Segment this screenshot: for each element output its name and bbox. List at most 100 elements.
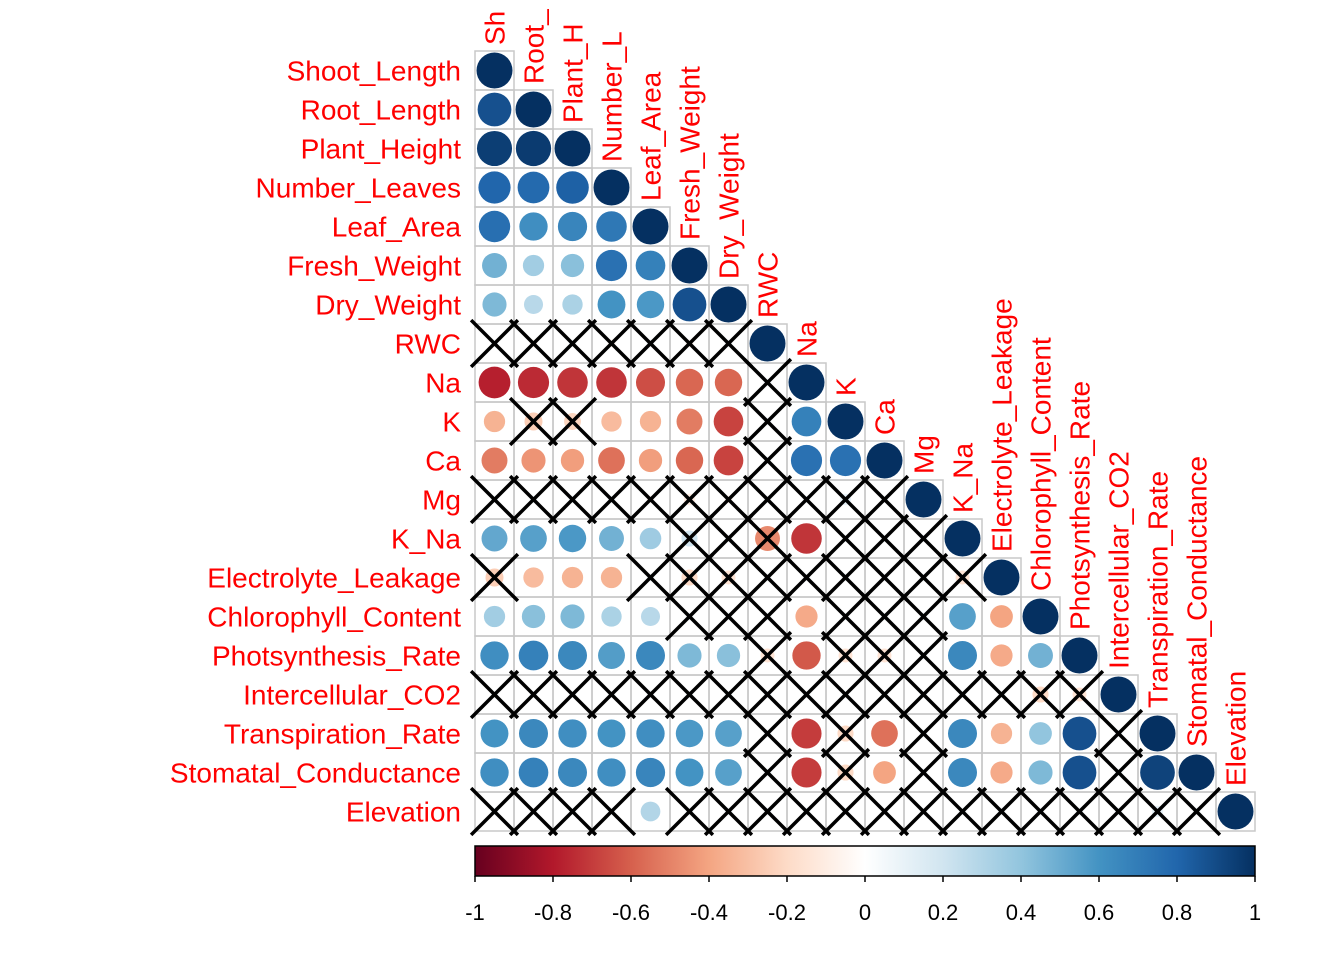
correlation-circle [990,722,1013,745]
correlation-circle [482,292,507,317]
insignificant-cross [508,318,559,369]
colorbar-tick-label: -0.2 [768,900,806,925]
colorbar-tick-label: 0.4 [1006,900,1037,925]
column-label: Intercellular_CO2 [1104,451,1135,669]
correlation-circle [827,403,864,440]
insignificant-cross [703,318,754,369]
column-label: K [831,377,862,396]
insignificant-cross [547,474,598,525]
correlation-circle [599,526,624,551]
insignificant-cross [508,396,559,447]
column-label: Chlorophyll_Content [1026,337,1057,591]
correlation-circle [905,481,942,518]
insignificant-cross [820,552,871,603]
correlation-circle [556,171,589,204]
insignificant-cross [820,591,871,642]
correlation-circle [638,448,663,473]
row-label: Photsynthesis_Rate [212,641,461,672]
insignificant-cross [625,552,676,603]
row-label: Fresh_Weight [287,251,461,282]
correlation-circle [521,448,546,473]
insignificant-cross [625,318,676,369]
correlation-circle [990,644,1013,667]
insignificant-cross [703,669,754,720]
row-label: Number_Leaves [256,173,461,204]
insignificant-cross [937,786,988,837]
insignificant-cross [586,474,637,525]
correlation-circle [829,444,862,477]
correlation-circle [554,130,591,167]
row-labels: Shoot_Length Root_Length Plant_Height Numbe… [170,56,462,828]
insignificant-cross [742,669,793,720]
correlation-circle [597,290,626,319]
non-significant-marks [469,318,1222,837]
column-label: Fresh_Weight [675,66,706,240]
correlation-circle [522,254,545,277]
correlation-circle [557,757,588,788]
correlation-circle [558,719,587,748]
column-label: Root_ [519,9,550,84]
insignificant-cross [1015,786,1066,837]
correlation-circle [1028,643,1053,668]
row-label: Intercellular_CO2 [243,680,461,711]
insignificant-cross [820,786,871,837]
correlation-circle [713,406,744,437]
correlation-circle [476,130,513,167]
insignificant-cross [859,786,910,837]
correlation-circle [596,367,627,398]
colorbar-gradient [475,846,1255,876]
correlation-circle [635,250,666,281]
correlation-circle [636,719,665,748]
row-label: Ca [425,446,461,477]
insignificant-cross [742,786,793,837]
colorbar-tick-label: 0.2 [928,900,959,925]
insignificant-cross [508,474,559,525]
colorbar-tick-label: 1 [1249,900,1261,925]
correlation-circle [1140,755,1175,790]
row-label: Stomatal_Conductance [170,758,461,789]
colorbar-tick-label: 0.8 [1162,900,1193,925]
correlation-circle [710,286,747,323]
insignificant-cross [703,786,754,837]
insignificant-cross [703,591,754,642]
insignificant-cross [1015,669,1066,720]
insignificant-cross [586,318,637,369]
insignificant-cross [547,669,598,720]
correlation-circle [562,294,583,315]
correlation-circle [523,567,544,588]
correlation-circle [632,208,669,245]
correlation-circle [558,524,587,553]
correlation-circle [1139,715,1176,752]
correlation-circle [788,364,825,401]
insignificant-cross [1093,708,1144,759]
column-label: Electrolyte_Leakage [987,298,1018,552]
row-label: Dry_Weight [315,290,461,321]
correlation-circle [671,247,708,284]
correlation-circle [947,718,978,749]
insignificant-cross [898,786,949,837]
insignificant-cross [469,786,520,837]
insignificant-cross [820,669,871,720]
row-label: Chlorophyll_Content [207,602,461,633]
correlation-circle [983,559,1020,596]
correlation-circle [675,446,704,475]
correlation-circle [518,640,549,671]
correlation-circle [791,406,822,437]
column-labels: Sh Root_ Plant_H Number_L Leaf_Area Fresh_Wei… [480,9,1252,786]
correlation-circle [990,761,1013,784]
correlation-circle [515,91,552,128]
correlation-circle [944,520,981,557]
correlation-circle [598,447,625,474]
insignificant-cross [742,357,793,408]
correlation-circle [635,367,666,398]
correlation-circle [672,287,707,322]
correlation-circle [600,566,623,589]
insignificant-cross [742,396,793,447]
correlation-circle [1100,676,1137,713]
column-label: Stomatal_Conductance [1182,456,1213,747]
insignificant-cross [1054,669,1105,720]
correlation-circle [518,718,549,749]
correlation-circle [713,445,744,476]
correlation-circle [481,525,508,552]
row-label: K_Na [391,524,461,555]
